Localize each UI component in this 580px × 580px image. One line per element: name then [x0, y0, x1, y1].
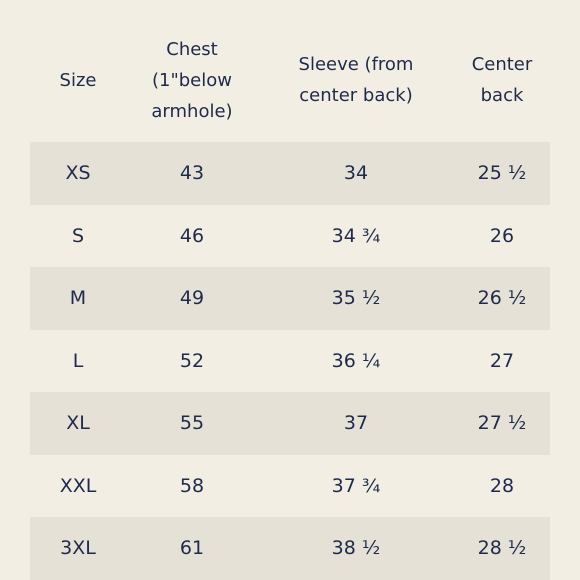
chest-cell: 55 — [179, 412, 205, 435]
table-row: XS 43 34 25 ½ — [30, 142, 550, 205]
sleeve-cell: 38 ½ — [331, 537, 381, 560]
center-back-cell: 26 ½ — [477, 287, 527, 310]
size-cell: XL — [66, 412, 90, 435]
size-cell: XXL — [59, 474, 97, 497]
header-chest: Chest (1"below armhole) — [151, 38, 233, 122]
size-cell: L — [72, 349, 84, 372]
center-back-cell: 28 — [489, 474, 515, 497]
sleeve-cell: 37 — [343, 412, 369, 435]
center-back-cell: 26 — [489, 224, 515, 247]
sleeve-cell: 34 ¾ — [331, 224, 381, 247]
size-cell: M — [69, 287, 87, 310]
chest-cell: 49 — [179, 287, 205, 310]
table-row: S 46 34 ¾ 26 — [30, 205, 550, 268]
center-back-cell: 27 ½ — [477, 412, 527, 435]
table-row: 3XL 61 38 ½ 28 ½ — [30, 517, 550, 580]
table-body: XS 43 34 25 ½ S 46 34 ¾ 26 M 49 35 ½ 26 … — [30, 142, 550, 580]
center-back-cell: 28 ½ — [477, 537, 527, 560]
table-header-row: Size Chest (1"below armhole) Sleeve (fro… — [30, 18, 550, 142]
size-cell: 3XL — [60, 537, 96, 560]
size-chart-table: Size Chest (1"below armhole) Sleeve (fro… — [30, 18, 550, 580]
header-sleeve: Sleeve (from center back) — [298, 54, 414, 106]
table-row: XL 55 37 27 ½ — [30, 392, 550, 455]
chest-cell: 46 — [179, 224, 205, 247]
sleeve-cell: 36 ¼ — [331, 349, 381, 372]
table-row: L 52 36 ¼ 27 — [30, 330, 550, 393]
header-size: Size — [59, 69, 97, 91]
chest-cell: 43 — [179, 162, 205, 185]
size-cell: XS — [65, 162, 91, 185]
sleeve-cell: 34 — [343, 162, 369, 185]
center-back-cell: 27 — [489, 349, 515, 372]
center-back-cell: 25 ½ — [477, 162, 527, 185]
sleeve-cell: 37 ¾ — [331, 474, 381, 497]
table-row: M 49 35 ½ 26 ½ — [30, 267, 550, 330]
chest-cell: 58 — [179, 474, 205, 497]
chest-cell: 52 — [179, 349, 205, 372]
chest-cell: 61 — [179, 537, 205, 560]
table-row: XXL 58 37 ¾ 28 — [30, 455, 550, 518]
size-cell: S — [71, 224, 85, 247]
sleeve-cell: 35 ½ — [331, 287, 381, 310]
header-center-back: Center back — [471, 54, 533, 106]
